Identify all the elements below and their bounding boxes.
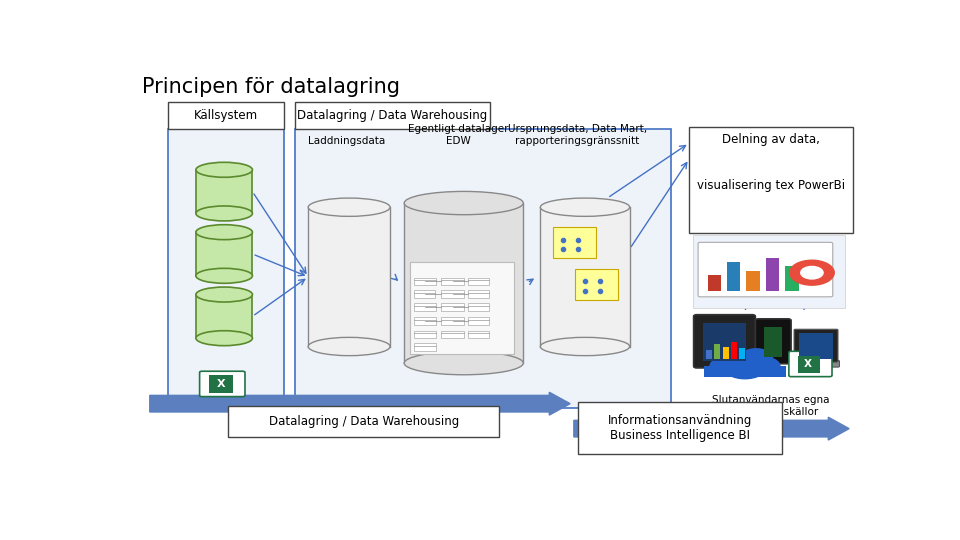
Bar [540, 207, 630, 347]
Text: Informationsanvändning
Business Intelligence BI: Informationsanvändning Business Intellig… [608, 414, 752, 442]
Circle shape [789, 260, 834, 285]
FancyArrow shape [574, 417, 849, 440]
Bar [442, 331, 464, 339]
Bar [468, 317, 489, 325]
Bar [442, 303, 464, 311]
Bar [766, 258, 780, 292]
Bar [553, 227, 596, 258]
Bar [800, 333, 832, 359]
Bar [404, 203, 523, 363]
Bar [414, 278, 436, 285]
Bar [228, 406, 499, 437]
Bar [196, 294, 252, 338]
Bar [442, 317, 464, 325]
Bar [414, 290, 435, 298]
Circle shape [747, 357, 780, 375]
Bar [578, 402, 782, 454]
Bar [468, 331, 489, 339]
Bar [468, 290, 489, 298]
Bar [295, 102, 491, 129]
Ellipse shape [196, 206, 252, 221]
Ellipse shape [196, 225, 252, 240]
Bar [209, 375, 233, 393]
FancyBboxPatch shape [200, 371, 245, 396]
Bar [747, 271, 760, 292]
Bar [468, 303, 489, 311]
Bar [414, 343, 436, 351]
Text: Ursprungsdata, Data Mart,
rapporteringsgränssnitt: Ursprungsdata, Data Mart, rapporteringsg… [508, 124, 647, 146]
Ellipse shape [196, 163, 252, 177]
Bar [727, 262, 740, 292]
Ellipse shape [540, 338, 630, 356]
Bar [168, 129, 284, 408]
Bar [689, 127, 852, 233]
Bar [442, 278, 464, 285]
Bar [708, 275, 721, 292]
Bar [693, 235, 846, 308]
Bar [703, 322, 746, 361]
Ellipse shape [308, 198, 390, 217]
Bar [308, 207, 390, 347]
Ellipse shape [404, 352, 523, 375]
Bar [798, 356, 820, 373]
Circle shape [717, 349, 750, 367]
Bar [414, 303, 436, 311]
Bar [414, 317, 436, 325]
Bar [693, 310, 846, 370]
Circle shape [801, 266, 823, 279]
Ellipse shape [540, 198, 630, 217]
Bar [575, 268, 618, 300]
FancyBboxPatch shape [694, 315, 756, 368]
Text: Datalagring / Data Warehousing: Datalagring / Data Warehousing [298, 109, 488, 122]
Text: Källsystem: Källsystem [194, 109, 258, 122]
Ellipse shape [404, 191, 523, 215]
Bar [764, 327, 782, 357]
Text: X: X [804, 359, 812, 369]
Bar [410, 262, 515, 354]
Bar [196, 170, 252, 213]
Text: Laddningsdata: Laddningsdata [308, 136, 386, 146]
Bar [723, 347, 729, 359]
Circle shape [740, 349, 773, 367]
FancyBboxPatch shape [789, 352, 832, 377]
Text: Principen för datalagring: Principen för datalagring [142, 77, 400, 97]
FancyBboxPatch shape [756, 319, 791, 364]
Text: Datalagring / Data Warehousing: Datalagring / Data Warehousing [269, 415, 459, 428]
Bar [704, 366, 786, 377]
FancyBboxPatch shape [698, 242, 832, 297]
Ellipse shape [196, 330, 252, 346]
Circle shape [723, 354, 767, 379]
Ellipse shape [196, 268, 252, 284]
Bar [196, 232, 252, 276]
Bar [714, 344, 720, 359]
Bar [414, 331, 436, 339]
Text: Delning av data,

visualisering tex PowerBi: Delning av data, visualisering tex Power… [697, 133, 845, 192]
Bar [785, 266, 799, 292]
Bar [295, 129, 670, 408]
Text: Slutanvändarnas egna
informationskällor: Slutanvändarnas egna informationskällor [712, 395, 829, 417]
Text: X: X [217, 379, 226, 389]
Text: Egentligt datalager
EDW: Egentligt datalager EDW [408, 124, 509, 146]
Bar [168, 102, 284, 129]
FancyArrow shape [150, 392, 570, 415]
Bar [707, 350, 712, 359]
Ellipse shape [196, 287, 252, 302]
Bar [468, 278, 489, 285]
Bar [739, 348, 745, 359]
Ellipse shape [308, 338, 390, 356]
FancyBboxPatch shape [794, 329, 838, 362]
Bar [731, 342, 736, 359]
FancyBboxPatch shape [792, 360, 839, 367]
Bar [442, 290, 464, 298]
Circle shape [710, 357, 743, 375]
